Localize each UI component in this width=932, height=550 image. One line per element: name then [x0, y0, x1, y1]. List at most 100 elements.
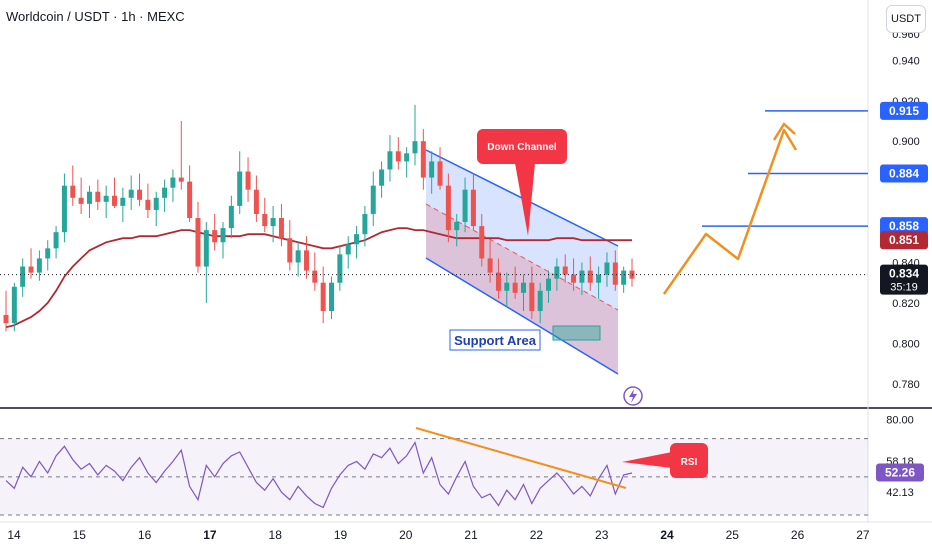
- candle-body: [303, 250, 309, 271]
- candle-body: [253, 189, 259, 214]
- candle-body: [3, 315, 9, 324]
- y-tick-label: 0.900: [892, 136, 920, 148]
- candle-body: [487, 258, 493, 273]
- candle-body: [212, 230, 218, 243]
- rsi-panel: RSI: [0, 427, 868, 516]
- candle-body: [520, 282, 526, 293]
- candle-body: [270, 218, 276, 227]
- candle-body: [379, 169, 385, 186]
- x-tick-label: 14: [7, 528, 21, 542]
- x-tick-label: 18: [269, 528, 283, 542]
- candle-body: [137, 189, 143, 200]
- price-badge: [880, 101, 928, 120]
- candle-body: [546, 278, 552, 291]
- moving-average-line: [5, 227, 632, 329]
- axes: 0.7800.8000.8200.8400.9000.9200.9400.960…: [7, 29, 928, 542]
- rsi-value-badge: [876, 463, 924, 482]
- candle-body: [86, 191, 92, 204]
- candle-body: [20, 266, 26, 287]
- candle-body: [53, 232, 59, 249]
- rsi-value-label: 52.26: [885, 466, 915, 480]
- candle-body: [337, 254, 343, 283]
- candlestick-series: [3, 104, 635, 332]
- candle-body: [429, 161, 435, 178]
- unit-badge[interactable]: USDT: [886, 5, 926, 33]
- lightning-icon-glyph: [629, 389, 637, 403]
- x-tick-label: 16: [138, 528, 152, 542]
- channel-mid-line: [425, 203, 619, 311]
- candle-body: [295, 250, 301, 263]
- candle-body: [162, 187, 168, 198]
- candle-body: [420, 141, 426, 178]
- x-tick-label: 26: [791, 528, 805, 542]
- candle-body: [120, 197, 126, 206]
- moving-average: [5, 227, 632, 329]
- candle-body: [479, 226, 485, 259]
- candle-body: [11, 286, 17, 324]
- candle-body: [28, 266, 34, 273]
- candle-body: [579, 270, 585, 283]
- support-area-label: Support Area: [454, 333, 537, 348]
- candle-body: [571, 274, 577, 283]
- down-channel-label: Down Channel: [487, 142, 557, 153]
- candle-body: [203, 230, 209, 267]
- candle-body: [512, 282, 518, 293]
- price-badge-label: 0.884: [889, 167, 919, 181]
- candle-body: [596, 274, 602, 283]
- candle-body: [345, 244, 351, 255]
- candle-body: [395, 151, 401, 162]
- x-tick-label: 23: [595, 528, 609, 542]
- down-channel-callout: [477, 129, 567, 164]
- chart-title: Worldcoin / USDT · 1h · MEXC: [6, 9, 185, 24]
- price-badge: [880, 217, 928, 236]
- candle-body: [287, 238, 293, 263]
- candle-body: [45, 248, 51, 259]
- price-badge: [880, 164, 928, 183]
- support-area-box: [449, 329, 541, 351]
- candle-body: [495, 272, 501, 291]
- candle-body: [454, 222, 460, 231]
- y-tick-label: 0.800: [892, 338, 920, 350]
- candle-body: [404, 153, 410, 162]
- candle-body: [554, 266, 560, 279]
- price-badge: [880, 264, 928, 295]
- projection-path: [662, 128, 798, 295]
- candle-body: [462, 189, 468, 223]
- candle-body: [587, 270, 593, 283]
- candle-body: [237, 171, 243, 206]
- candle-body: [312, 270, 318, 283]
- price-badge-label: 0.851: [889, 233, 919, 247]
- candle-body: [529, 282, 535, 312]
- candle-body: [412, 141, 418, 154]
- candle-body: [470, 189, 476, 227]
- candle-body: [78, 197, 84, 204]
- candle-body: [228, 205, 234, 229]
- candle-body: [320, 282, 326, 312]
- candle-body: [604, 262, 610, 275]
- countdown-label: 35:19: [890, 282, 918, 294]
- channel-lower-line: [425, 257, 619, 375]
- rsi-callout: [670, 443, 708, 478]
- candle-body: [354, 234, 360, 245]
- candle-body: [362, 213, 368, 235]
- candle-body: [187, 181, 193, 219]
- candle-body: [329, 282, 335, 312]
- y-tick-label: 0.780: [892, 379, 920, 391]
- candle-body: [178, 177, 184, 182]
- support-zone: [552, 325, 601, 341]
- x-tick-label: 15: [73, 528, 87, 542]
- candle-body: [170, 177, 176, 188]
- candle-body: [61, 185, 67, 233]
- rsi-trendline: [415, 427, 627, 489]
- x-tick-label: 24: [660, 528, 674, 542]
- candle-body: [36, 258, 42, 273]
- candle-body: [245, 171, 251, 190]
- candle-body: [612, 262, 618, 285]
- rsi-tick-label: 80.00: [886, 415, 914, 427]
- candle-body: [220, 228, 226, 243]
- annotations: Down Channel Support Area: [0, 110, 868, 406]
- candle-body: [445, 185, 451, 231]
- x-tick-label: 21: [464, 528, 478, 542]
- candle-body: [128, 189, 134, 198]
- price-badge: [880, 231, 928, 250]
